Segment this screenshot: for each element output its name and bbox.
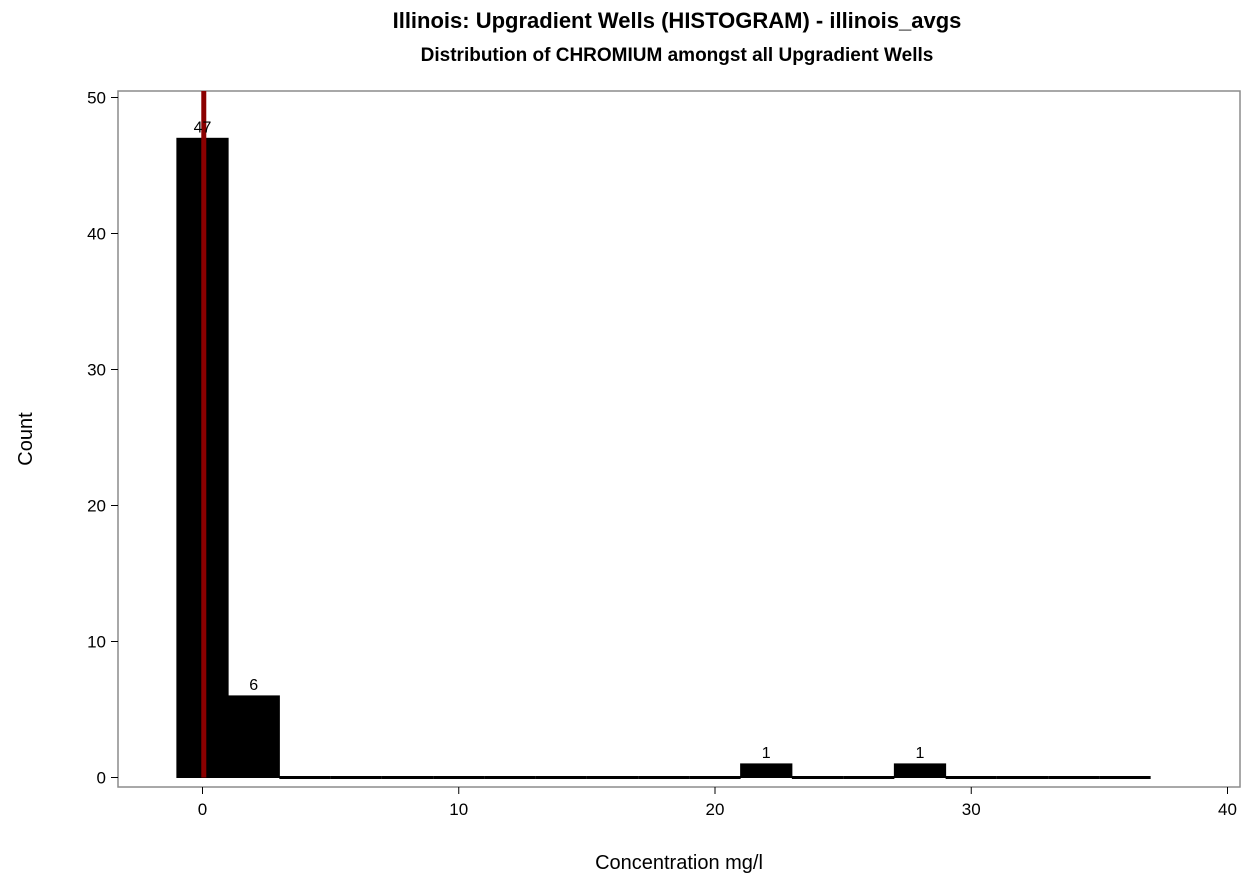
bar-count-label: 6 xyxy=(249,677,258,694)
histogram-bar xyxy=(279,776,331,779)
y-axis-title: Count xyxy=(15,412,37,466)
chart-title: Illinois: Upgradient Wells (HISTOGRAM) -… xyxy=(392,8,962,33)
y-tick-label: 50 xyxy=(87,89,106,108)
chart-subtitle: Distribution of CHROMIUM amongst all Upg… xyxy=(420,45,934,66)
histogram-bar xyxy=(484,776,536,779)
histogram-bar xyxy=(689,776,741,779)
x-axis: 0 10 20 30 40 xyxy=(198,787,1237,819)
histogram-bar xyxy=(227,695,280,779)
y-tick-label: 30 xyxy=(87,361,106,380)
x-axis-title: Concentration mg/l xyxy=(595,852,763,874)
y-tick-label: 20 xyxy=(87,497,106,516)
histogram-bar xyxy=(945,776,997,779)
histogram-bar xyxy=(586,776,639,779)
x-tick-label: 0 xyxy=(198,800,207,819)
y-axis: 0 10 20 30 40 50 xyxy=(87,89,118,788)
histogram-bar xyxy=(638,776,690,779)
y-tick-label: 40 xyxy=(87,225,106,244)
histogram-bar xyxy=(381,776,434,779)
data-labels-group: 47 6 1 1 xyxy=(194,119,925,762)
plot-frame xyxy=(117,90,1241,788)
y-tick-label: 10 xyxy=(87,633,106,652)
histogram-bar xyxy=(535,776,587,779)
histogram-bar xyxy=(740,763,793,779)
histogram-bar xyxy=(330,776,382,779)
bars-group xyxy=(176,137,1151,779)
x-tick-label: 30 xyxy=(962,800,981,819)
histogram-bar xyxy=(996,776,1049,779)
histogram-bar xyxy=(843,776,895,779)
bar-count-label: 1 xyxy=(762,745,771,762)
y-tick-label: 0 xyxy=(97,769,106,788)
histogram-bar xyxy=(1048,776,1100,779)
bar-count-label: 1 xyxy=(916,745,925,762)
histogram-bar xyxy=(893,763,947,779)
histogram-bar xyxy=(1099,776,1151,779)
histogram-bar xyxy=(791,776,844,779)
x-tick-label: 40 xyxy=(1218,800,1237,819)
histogram-bar xyxy=(433,776,485,779)
bar-count-label: 47 xyxy=(194,119,212,136)
x-tick-label: 20 xyxy=(706,800,725,819)
x-tick-label: 10 xyxy=(449,800,468,819)
